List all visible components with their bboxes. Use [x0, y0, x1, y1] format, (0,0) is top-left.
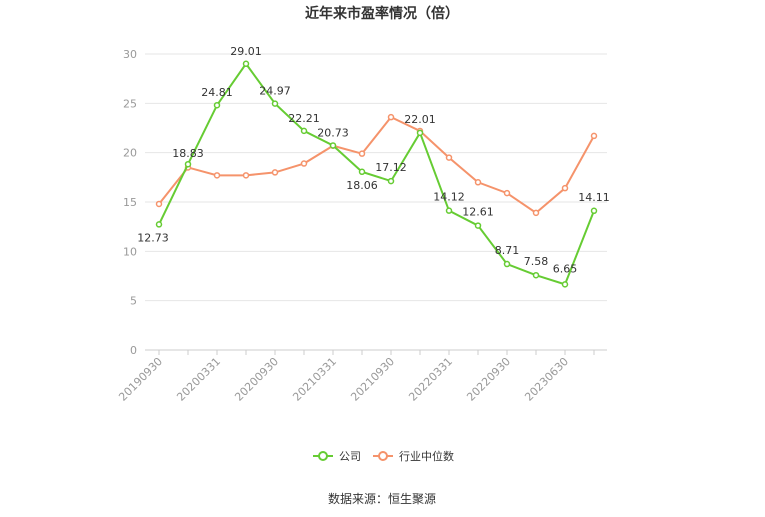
- data-point-company[interactable]: [590, 207, 598, 215]
- data-point-company[interactable]: [358, 168, 366, 176]
- y-tick-label: 0: [130, 344, 137, 357]
- data-point-company[interactable]: [503, 260, 511, 268]
- legend-marker-company: [318, 451, 328, 461]
- data-point-company[interactable]: [416, 129, 424, 137]
- data-label-company: 12.73: [137, 231, 169, 244]
- data-point-company[interactable]: [242, 60, 250, 68]
- data-label-company: 17.12: [375, 161, 407, 174]
- x-tick-label: 20200930: [232, 355, 281, 404]
- data-point-industry-median[interactable]: [358, 150, 366, 157]
- legend-label-industry-median: 行业中位数: [399, 449, 454, 463]
- y-tick-label: 25: [123, 97, 137, 110]
- data-point-industry-median[interactable]: [590, 132, 598, 140]
- data-label-company: 29.01: [230, 45, 262, 58]
- x-tick-label: 20220930: [464, 355, 513, 404]
- data-point-company[interactable]: [532, 271, 540, 279]
- data-label-company: 22.21: [288, 112, 320, 125]
- legend-item-industry-median[interactable]: 行业中位数: [373, 449, 454, 463]
- data-point-industry-median[interactable]: [155, 200, 163, 208]
- y-tick-label: 15: [123, 196, 137, 209]
- data-label-company: 7.58: [524, 255, 549, 268]
- series-line-company: [158, 62, 595, 286]
- chart-title: 近年来市盈率情况（倍）: [305, 5, 459, 22]
- data-point-industry-median[interactable]: [561, 184, 569, 192]
- data-point-company[interactable]: [184, 160, 192, 168]
- data-point-company[interactable]: [445, 207, 453, 214]
- x-tick-label: 20230630: [522, 355, 571, 404]
- y-tick-label: 30: [123, 48, 137, 61]
- data-label-company: 22.01: [404, 113, 436, 126]
- x-axis: 20190930 20200331 20200930 20210331 20210930…: [116, 349, 607, 404]
- grid-lines: [145, 53, 607, 302]
- data-point-industry-median[interactable]: [387, 113, 395, 121]
- data-label-company: 6.65: [553, 262, 578, 275]
- data-point-industry-median[interactable]: [532, 209, 540, 217]
- data-label-company: 14.12: [433, 191, 465, 204]
- y-tick-label: 20: [123, 147, 137, 160]
- data-point-industry-median[interactable]: [271, 169, 279, 176]
- data-label-company: 20.73: [317, 126, 349, 139]
- legend: 公司 行业中位数: [313, 449, 454, 463]
- data-label-company: 12.61: [462, 206, 494, 219]
- data-point-industry-median[interactable]: [503, 189, 511, 197]
- data-point-industry-median[interactable]: [242, 172, 250, 179]
- x-tick-label: 20200331: [174, 355, 223, 404]
- legend-item-company[interactable]: 公司: [313, 450, 361, 463]
- data-point-company[interactable]: [271, 100, 279, 107]
- data-label-company: 18.06: [346, 179, 378, 192]
- x-tick-label: 20210930: [348, 355, 397, 404]
- data-point-company[interactable]: [329, 142, 337, 149]
- data-point-industry-median[interactable]: [213, 172, 221, 179]
- data-label-company: 8.71: [495, 244, 520, 257]
- data-point-company[interactable]: [474, 222, 482, 229]
- data-point-company[interactable]: [387, 177, 395, 185]
- x-tick-label: 20220331: [406, 355, 455, 404]
- legend-marker-industry-median: [378, 451, 388, 461]
- legend-label-company: 公司: [339, 450, 361, 463]
- data-point-company[interactable]: [561, 281, 569, 288]
- data-label-company: 24.97: [259, 85, 291, 98]
- data-label-company: 14.11: [578, 191, 610, 204]
- data-point-industry-median[interactable]: [474, 179, 482, 186]
- data-point-company[interactable]: [300, 127, 308, 135]
- y-axis-ticks: 0 5 10 15 20 25 30: [123, 48, 137, 357]
- data-point-company[interactable]: [213, 101, 221, 109]
- y-tick-label: 5: [130, 295, 137, 308]
- data-point-industry-median[interactable]: [445, 154, 453, 161]
- data-point-company[interactable]: [155, 221, 163, 228]
- data-label-company: 24.81: [201, 86, 233, 99]
- x-tick-label: 20190930: [116, 355, 165, 404]
- x-tick-label: 20210331: [290, 355, 339, 404]
- series-line-industry-median: [158, 115, 595, 215]
- data-label-company: 18.83: [172, 147, 204, 160]
- series-group: [155, 60, 598, 288]
- data-source: 数据来源：恒生聚源: [328, 491, 436, 506]
- data-point-industry-median[interactable]: [300, 160, 308, 167]
- y-tick-label: 10: [123, 245, 137, 258]
